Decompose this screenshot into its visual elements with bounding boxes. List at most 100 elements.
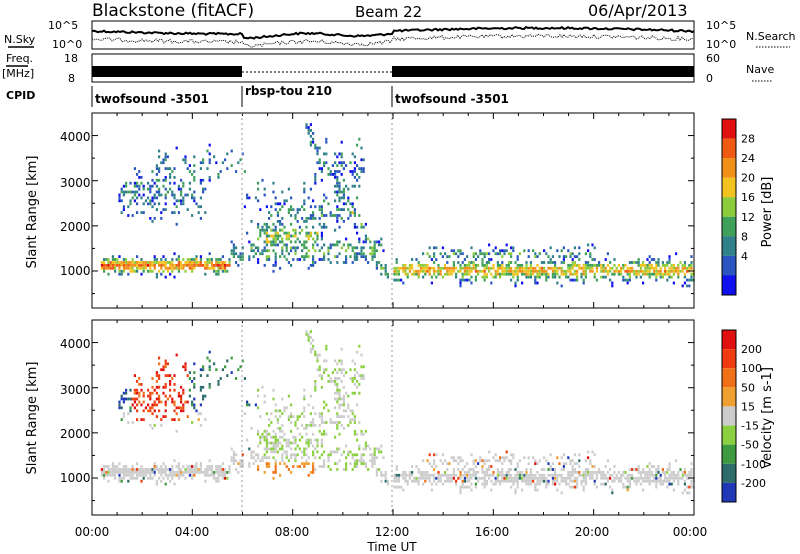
colorbar-swatch: [722, 425, 736, 445]
velocity-cell: [470, 453, 473, 457]
velocity-cell: [127, 412, 130, 416]
power-cell: [505, 264, 508, 267]
power-cell: [521, 264, 524, 267]
power-cell: [340, 217, 343, 220]
velocity-cell: [582, 473, 585, 477]
velocity-cell: [184, 362, 187, 366]
velocity-cell: [155, 479, 158, 483]
power-cell: [501, 272, 504, 276]
power-cell: [461, 261, 464, 264]
power-cell: [532, 249, 535, 253]
power-cell: [591, 266, 594, 270]
velocity-cell: [527, 473, 530, 477]
velocity-cell: [525, 476, 528, 480]
velocity-cell: [386, 482, 389, 486]
velocity-cell: [184, 400, 187, 404]
power-cell: [307, 249, 310, 253]
power-cell: [353, 246, 356, 250]
velocity-cell: [281, 453, 284, 457]
velocity-cell: [312, 468, 315, 471]
velocity-cell: [668, 473, 671, 477]
velocity-cell: [257, 444, 260, 448]
velocity-cell: [611, 488, 614, 492]
velocity-cell: [690, 485, 693, 489]
velocity-cell: [265, 412, 268, 416]
velocity-cell: [193, 403, 196, 407]
power-cell: [565, 269, 568, 273]
velocity-cell: [655, 482, 658, 486]
power-cell: [162, 184, 165, 188]
velocity-cell: [485, 471, 488, 474]
power-cell: [309, 214, 312, 217]
velocity-cell: [672, 471, 675, 474]
power-cell: [166, 167, 169, 170]
power-cell: [259, 231, 262, 235]
power-cell: [221, 261, 224, 264]
colorbar-tick: 100: [741, 362, 762, 375]
power-cell: [490, 272, 493, 276]
power-cell: [309, 140, 312, 144]
velocity-cell: [505, 456, 508, 460]
power-cell: [342, 167, 345, 170]
velocity-cell: [340, 371, 343, 374]
velocity-cell: [155, 397, 158, 401]
power-cell: [323, 225, 326, 229]
power-cell: [356, 173, 359, 176]
velocity-cell: [290, 421, 293, 424]
power-cell: [109, 261, 112, 264]
power-cell: [360, 146, 363, 150]
power-cell: [648, 269, 651, 273]
power-cell: [320, 205, 323, 209]
velocity-cell: [545, 476, 548, 480]
power-cell: [199, 255, 202, 258]
velocity-cell: [459, 473, 462, 477]
velocity-cell: [325, 421, 328, 424]
velocity-cell: [136, 471, 139, 474]
velocity-cell: [276, 421, 279, 424]
velocity-cell: [611, 479, 614, 483]
power-cell: [444, 252, 447, 256]
power-cell: [303, 208, 306, 211]
power-cell: [424, 272, 427, 276]
velocity-cell: [305, 459, 308, 463]
velocity-cell: [276, 418, 279, 421]
velocity-cell: [263, 438, 266, 442]
velocity-cell: [521, 479, 524, 483]
power-cell: [133, 269, 136, 273]
velocity-cell: [248, 447, 251, 451]
velocity-cell: [668, 468, 671, 471]
power-cell: [595, 266, 598, 270]
velocity-cell: [274, 447, 277, 451]
power-cell: [556, 281, 559, 285]
power-cell: [323, 161, 326, 165]
velocity-cell: [415, 479, 418, 483]
power-cell: [358, 237, 361, 241]
velocity-cell: [435, 476, 438, 480]
velocity-cell: [129, 476, 132, 480]
power-cell: [127, 205, 130, 209]
velocity-cell: [426, 471, 429, 474]
power-cell: [338, 181, 341, 185]
power-cell: [353, 155, 356, 159]
velocity-cell: [347, 450, 350, 454]
velocity-cell: [626, 479, 629, 483]
power-cell: [232, 246, 235, 250]
velocity-cell: [595, 473, 598, 477]
velocity-cell: [459, 488, 462, 492]
velocity-cell: [303, 427, 306, 430]
velocity-cell: [281, 424, 284, 427]
velocity-cell: [122, 471, 125, 474]
power-cell: [576, 264, 579, 267]
power-cell: [248, 196, 251, 200]
velocity-cell: [600, 473, 603, 477]
power-cell: [276, 211, 279, 214]
power-cell: [147, 187, 150, 191]
velocity-cell: [369, 453, 372, 457]
power-cell: [373, 243, 376, 247]
power-cell: [272, 181, 275, 185]
velocity-cell: [149, 394, 152, 398]
velocity-cell: [360, 365, 363, 369]
power-cell: [169, 181, 172, 185]
velocity-cell: [571, 465, 574, 468]
power-cell: [510, 266, 513, 270]
